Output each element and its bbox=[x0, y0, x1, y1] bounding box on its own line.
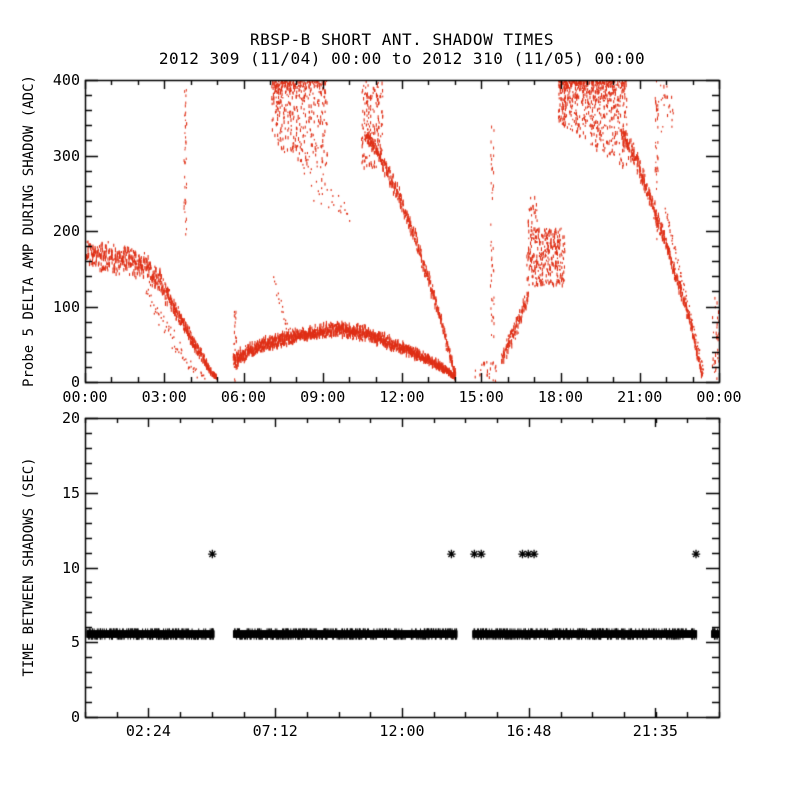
top-x-tick-label: 09:00 bbox=[300, 388, 346, 406]
top-x-tick-label: 00:00 bbox=[62, 388, 108, 406]
top-y-tick-label: 100 bbox=[52, 297, 80, 316]
top-x-tick-label: 03:00 bbox=[141, 388, 187, 406]
chart-title-line1: RBSP-B SHORT ANT. SHADOW TIMES bbox=[250, 30, 554, 49]
top-x-tick-label: 00:00 bbox=[696, 388, 742, 406]
bottom-y-tick-label: 10 bbox=[61, 558, 80, 577]
bottom-x-tick-label: 16:48 bbox=[506, 722, 552, 740]
top-x-tick-label: 21:00 bbox=[617, 388, 663, 406]
top-x-tick-label: 15:00 bbox=[458, 388, 504, 406]
top-y-tick-label: 300 bbox=[52, 146, 80, 165]
top-x-tick-label: 18:00 bbox=[537, 388, 584, 406]
top-x-tick-label: 12:00 bbox=[379, 388, 425, 406]
bottom-y-tick-label: 0 bbox=[70, 708, 80, 726]
bottom-x-tick-label: 02:24 bbox=[125, 722, 171, 740]
bottom-y-tick-label: 15 bbox=[61, 483, 80, 502]
bottom-x-tick-label: 12:00 bbox=[379, 722, 425, 740]
bottom-x-tick-label: 21:35 bbox=[632, 722, 678, 740]
top-y-tick-label: 200 bbox=[52, 222, 80, 240]
top-y-tick-label: 0 bbox=[70, 373, 80, 391]
top-x-tick-label: 06:00 bbox=[220, 388, 267, 406]
bottom-y-tick-label: 20 bbox=[61, 409, 80, 427]
bottom-y-tick-label: 5 bbox=[70, 633, 80, 652]
bottom-x-tick-label: 07:12 bbox=[252, 722, 298, 740]
top-y-tick-label: 400 bbox=[52, 71, 80, 89]
chart-title-line2: 2012 309 (11/04) 00:00 to 2012 310 (11/0… bbox=[158, 49, 646, 68]
